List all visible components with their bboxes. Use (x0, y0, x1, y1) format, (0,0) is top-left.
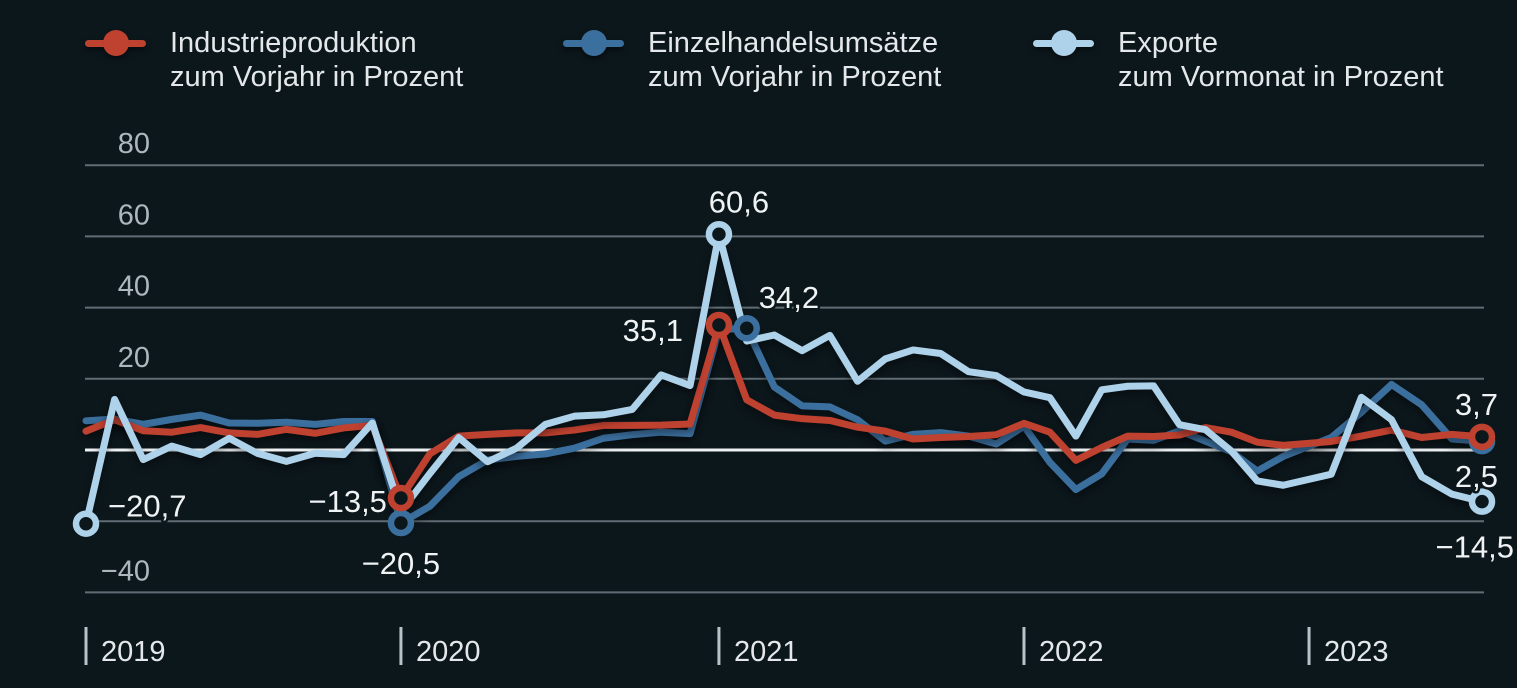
legend-label-line1: Exporte (1118, 27, 1218, 59)
data-marker-einzelhandelsumsaetze-23 (733, 314, 760, 342)
legend-dot-icon (1050, 30, 1077, 56)
x-axis-tick-2022 (1022, 627, 1026, 665)
legend-swatch-einzelhandelsumsaetze (563, 26, 624, 60)
legend-label-line1: Industrieproduktion (170, 27, 417, 59)
legend-swatch-exporte (1033, 26, 1094, 60)
data-marker-einzelhandelsumsaetze-11 (387, 509, 415, 537)
legend-label-einzelhandelsumsaetze: Einzelhandelsumsätze zum Vorjahr in Proz… (648, 26, 941, 94)
data-label-industrieproduktion-22: 35,1 (623, 313, 683, 348)
series-line-exporte (82, 230, 1486, 528)
x-axis-label-2023: 2023 (1324, 636, 1389, 668)
data-label-exporte-49: −14,5 (1436, 530, 1514, 565)
legend-dot-icon (102, 30, 129, 56)
legend-label-line2: zum Vorjahr in Prozent (170, 61, 464, 93)
data-marker-industrieproduktion-11 (387, 484, 415, 512)
series-line-einzelhandelsumsaetze (82, 324, 1486, 527)
data-label-einzelhandelsumsaetze-11: −20,5 (362, 546, 440, 581)
x-axis-label-2021: 2021 (734, 636, 799, 668)
series-line-industrieproduktion (82, 321, 1486, 502)
x-axis-label-2020: 2020 (416, 636, 481, 668)
x-axis-label-2022: 2022 (1039, 636, 1104, 668)
y-axis-label-40: 40 (118, 271, 150, 303)
data-label-einzelhandelsumsaetze-23: 34,2 (759, 280, 819, 315)
data-label-exporte-22: 60,6 (709, 184, 769, 219)
y-axis-label-60: 60 (118, 199, 150, 231)
x-axis-label-2019: 2019 (101, 636, 166, 668)
data-marker-exporte-0 (72, 510, 100, 537)
data-marker-industrieproduktion-49 (1468, 423, 1496, 451)
legend-label-line1: Einzelhandelsumsätze (648, 27, 939, 59)
legend-swatch-industrieproduktion (85, 26, 146, 60)
data-label-industrieproduktion-49: 3,7 (1455, 387, 1498, 422)
y-axis-label-80: 80 (118, 128, 150, 160)
legend-label-line2: zum Vormonat in Prozent (1118, 61, 1444, 93)
legend-label-line2: zum Vorjahr in Prozent (648, 61, 942, 93)
x-axis-tick-2021 (717, 627, 721, 665)
data-marker-exporte-49 (1468, 488, 1496, 515)
legend-dot-icon (580, 30, 607, 56)
legend-item-industrieproduktion: Industrieproduktion zum Vorjahr in Proze… (85, 26, 463, 94)
data-label-industrieproduktion-11: −13,5 (308, 484, 386, 519)
legend-item-einzelhandelsumsaetze: Einzelhandelsumsätze zum Vorjahr in Proz… (563, 26, 941, 94)
data-marker-exporte-22 (705, 221, 733, 248)
x-axis-tick-2019 (84, 627, 88, 665)
data-label-exporte-0: −20,7 (108, 489, 186, 524)
legend-label-exporte: Exporte zum Vormonat in Prozent (1118, 26, 1444, 94)
data-label-einzelhandelsumsaetze-49: 2,5 (1455, 459, 1498, 494)
x-axis-tick-2023 (1307, 627, 1311, 665)
legend-label-industrieproduktion: Industrieproduktion zum Vorjahr in Proze… (170, 26, 463, 94)
y-axis-label--40: −40 (101, 555, 150, 587)
legend-item-exporte: Exporte zum Vormonat in Prozent (1033, 26, 1444, 94)
x-axis-tick-2020 (399, 627, 403, 665)
data-marker-industrieproduktion-22 (705, 311, 733, 339)
y-axis-label-20: 20 (118, 342, 150, 374)
